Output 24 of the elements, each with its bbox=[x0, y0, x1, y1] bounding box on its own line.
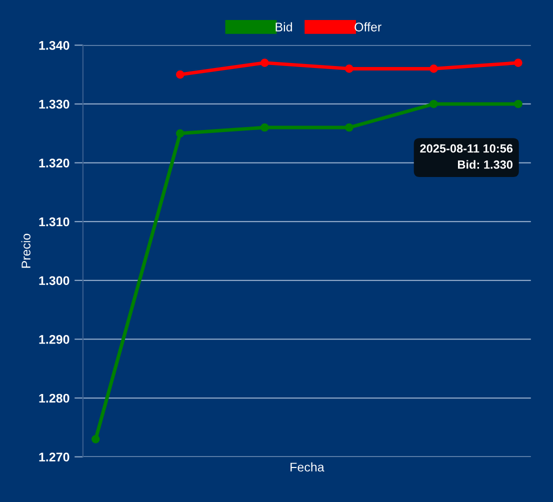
y-axis-title: Precio bbox=[21, 234, 30, 268]
point bbox=[91, 435, 100, 444]
annotation: 2025-08-11 10:56 bbox=[420, 144, 513, 153]
legend-label: Bid bbox=[276, 22, 292, 32]
y-tick-label: 1.300 bbox=[39, 276, 70, 286]
y-tick-label: 1.320 bbox=[39, 158, 70, 168]
y-tick-label: 1.290 bbox=[39, 335, 70, 344]
point bbox=[514, 100, 522, 108]
point bbox=[260, 58, 269, 67]
annotation: Bid: 1.330 bbox=[458, 160, 512, 169]
y-tick-label: 1.270 bbox=[39, 452, 70, 462]
point bbox=[430, 64, 438, 73]
y-tick-label: 1.340 bbox=[39, 40, 70, 50]
point bbox=[345, 123, 354, 132]
point bbox=[430, 100, 438, 108]
x-axis-title: Fecha bbox=[290, 462, 324, 472]
point bbox=[176, 129, 184, 138]
y-tick-label: 1.330 bbox=[39, 100, 70, 109]
y-tick-label: 1.310 bbox=[39, 217, 70, 226]
point bbox=[176, 70, 184, 79]
point bbox=[260, 123, 269, 132]
y-tick-label: 1.280 bbox=[39, 394, 70, 403]
point bbox=[514, 58, 522, 67]
point bbox=[345, 64, 354, 73]
